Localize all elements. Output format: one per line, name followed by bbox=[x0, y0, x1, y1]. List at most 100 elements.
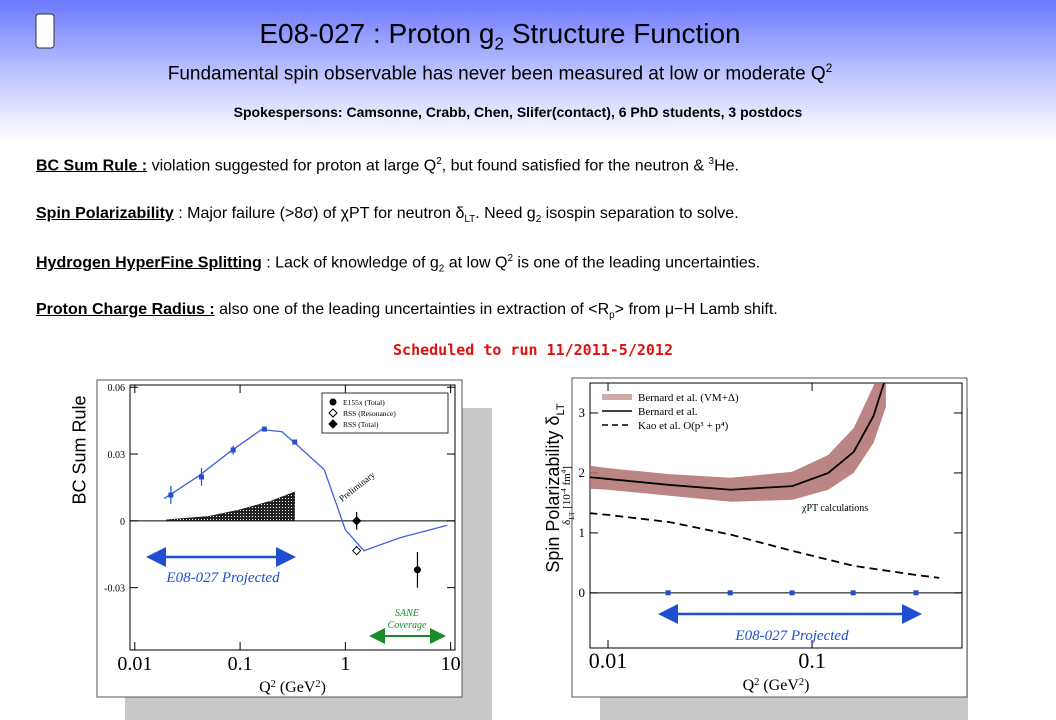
legend-label: Bernard et al. bbox=[638, 406, 698, 418]
y-tick-label: 0.03 bbox=[108, 450, 126, 461]
plot-area bbox=[129, 384, 456, 651]
label-part: LT bbox=[568, 511, 576, 520]
label-part: (GeV bbox=[276, 679, 316, 696]
item-text: , but found satisfied for the neutron & bbox=[441, 157, 709, 175]
item: BC Sum Rule : violation suggested for pr… bbox=[36, 156, 739, 175]
y-label-outer: Spin Polarizability δLT bbox=[543, 403, 567, 572]
y-label-outer: BC Sum Rule bbox=[69, 395, 90, 505]
label-part: 2 bbox=[315, 679, 320, 690]
item-label: Spin Polarizability bbox=[36, 205, 174, 222]
plot-content bbox=[590, 383, 940, 596]
label-part: Q bbox=[259, 679, 271, 696]
schedule: Scheduled to run 11/2011-5/2012 bbox=[393, 341, 673, 359]
label-part: ) bbox=[321, 679, 326, 696]
point bbox=[292, 439, 298, 445]
label-part: 2 bbox=[271, 679, 276, 690]
error-band bbox=[166, 491, 295, 522]
title-text: Structure Function bbox=[504, 18, 741, 49]
spokespersons: Spokespersons: Camsonne, Crabb, Chen, Sl… bbox=[233, 104, 803, 120]
item-sup: 2 bbox=[507, 253, 513, 264]
rich-label: Q2 (GeV2) bbox=[259, 679, 326, 697]
point bbox=[328, 419, 338, 429]
legend-label: E155x (Total) bbox=[343, 398, 385, 407]
item-sup: 3 bbox=[708, 156, 715, 167]
item-text: also one of the leading uncertainties in… bbox=[214, 301, 610, 318]
point bbox=[328, 408, 338, 418]
item-label: Hydrogen HyperFine Splitting bbox=[36, 254, 262, 272]
item-sup: 2 bbox=[436, 156, 442, 167]
item-text: He. bbox=[714, 157, 739, 175]
x-tick-label: 10 bbox=[441, 653, 461, 675]
slide-icon bbox=[35, 13, 55, 49]
legend-label: Kao et al. O(p³ + p⁴) bbox=[638, 420, 729, 432]
item-label: BC Sum Rule : bbox=[36, 157, 148, 175]
subtitle-sup: 2 bbox=[825, 62, 833, 75]
item-label: Proton Charge Radius : bbox=[36, 301, 215, 318]
point bbox=[351, 516, 362, 526]
item-text: > from μ−H Lamb shift. bbox=[614, 301, 778, 318]
curve bbox=[590, 383, 885, 491]
label-part: Q bbox=[743, 677, 755, 694]
legend-box bbox=[321, 392, 449, 434]
item: Proton Charge Radius : also one of the l… bbox=[36, 301, 778, 321]
point bbox=[329, 398, 337, 406]
label-part: [10 bbox=[561, 494, 573, 512]
y-tick-label: 3 bbox=[579, 405, 586, 420]
annotation: χPT calculations bbox=[801, 503, 868, 514]
point bbox=[850, 590, 856, 596]
point bbox=[413, 566, 421, 574]
point bbox=[168, 492, 174, 498]
subtitle: Fundamental spin observable has never be… bbox=[0, 62, 1000, 85]
legend-swatch bbox=[602, 394, 632, 400]
item-sub: 2 bbox=[438, 263, 445, 275]
title-text: E08-027 : Proton g bbox=[259, 18, 495, 49]
rich-label: Q2 (GeV2) bbox=[743, 677, 810, 695]
annotation: Coverage bbox=[388, 620, 427, 631]
label-part: δ bbox=[561, 520, 573, 525]
y-tick-label: -0.03 bbox=[104, 584, 125, 595]
label-text: Spin Polarizability δ bbox=[543, 415, 564, 573]
y-tick-label: 0 bbox=[579, 585, 586, 600]
label-part: ) bbox=[804, 677, 809, 694]
legend-label: RSS (Total) bbox=[343, 420, 379, 429]
plot-area bbox=[589, 382, 963, 649]
point bbox=[727, 590, 733, 596]
label-part: fm bbox=[561, 473, 573, 488]
band bbox=[590, 383, 886, 502]
legend-label: Bernard et al. (VM+Δ) bbox=[638, 392, 739, 404]
item-sub: 2 bbox=[535, 214, 542, 226]
y-tick-label: 0 bbox=[120, 517, 125, 528]
point bbox=[230, 447, 236, 453]
x-tick-label: 1 bbox=[340, 653, 350, 675]
point bbox=[789, 590, 795, 596]
rich-label: δLT [10-4 fm4] bbox=[560, 466, 576, 525]
item-text: at low Q bbox=[444, 254, 508, 272]
figure-frame bbox=[571, 377, 968, 698]
y-tick-label: 1 bbox=[579, 525, 586, 540]
label-part: ] bbox=[561, 466, 573, 470]
point bbox=[199, 474, 205, 480]
point bbox=[351, 545, 362, 556]
item: Hydrogen HyperFine Splitting : Lack of k… bbox=[36, 253, 760, 275]
x-tick-label: 0.01 bbox=[117, 653, 152, 675]
title-sub: 2 bbox=[494, 33, 505, 54]
y-tick-label: 2 bbox=[579, 465, 586, 480]
item-text: . Need g bbox=[475, 205, 536, 222]
item-text: isospin separation to solve. bbox=[541, 205, 739, 222]
x-tick-label: 0.1 bbox=[228, 653, 253, 675]
subtitle-text: Fundamental spin observable has never be… bbox=[167, 63, 826, 85]
item-text: : Lack of knowledge of g bbox=[261, 254, 439, 272]
legend-label: RSS (Resonance) bbox=[343, 409, 396, 418]
annotation: E08-027 Projected bbox=[734, 628, 849, 644]
label-part: 2 bbox=[799, 677, 804, 688]
annotation: E08-027 Projected bbox=[165, 570, 280, 586]
y-tick-label: 0.06 bbox=[108, 383, 126, 394]
x-tick-label: 0.01 bbox=[589, 648, 628, 673]
label-part: 4 bbox=[560, 469, 568, 473]
curve bbox=[590, 512, 940, 579]
label-part: 2 bbox=[754, 677, 759, 688]
